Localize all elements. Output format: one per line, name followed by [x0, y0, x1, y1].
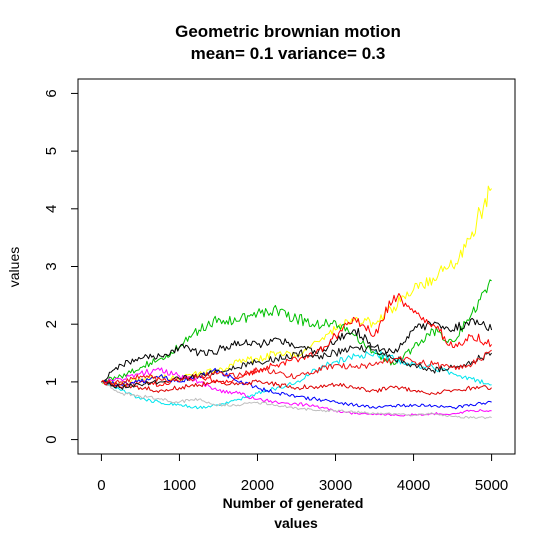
series-line-8 — [101, 381, 492, 420]
x-tick-label: 1000 — [163, 477, 196, 494]
series-line-6 — [101, 367, 492, 417]
y-tick-label: 5 — [43, 147, 60, 155]
y-tick-label: 4 — [43, 205, 60, 213]
y-tick-label: 3 — [43, 262, 60, 270]
y-tick-label: 1 — [43, 378, 60, 386]
series-line-7 — [101, 367, 492, 410]
y-tick-label: 2 — [43, 320, 60, 328]
x-tick-label: 3000 — [319, 477, 352, 494]
x-axis-label-line2: values — [274, 515, 318, 531]
y-tick-label: 0 — [43, 435, 60, 443]
series-line-2 — [101, 279, 492, 384]
y-tick-label: 6 — [43, 89, 60, 97]
series-line-11 — [101, 349, 492, 385]
x-tick-label: 4000 — [397, 477, 430, 494]
series-layer — [101, 185, 493, 420]
series-line-3 — [101, 317, 493, 383]
y-axis: 0 1 2 3 4 5 6 — [43, 89, 79, 444]
series-line-9 — [101, 379, 492, 396]
x-tick-label: 5000 — [475, 477, 508, 494]
x-axis-label-line1: Number of generated — [223, 495, 364, 511]
chart-title: Geometric brownian motion — [175, 22, 401, 41]
chart-subtitle: mean= 0.1 variance= 0.3 — [191, 44, 386, 63]
x-tick-label: 2000 — [241, 477, 274, 494]
x-tick-label: 0 — [97, 477, 105, 494]
series-line-4 — [101, 293, 493, 389]
y-axis-label: values — [6, 247, 22, 287]
x-axis: 0 1000 2000 3000 4000 5000 — [97, 453, 508, 494]
